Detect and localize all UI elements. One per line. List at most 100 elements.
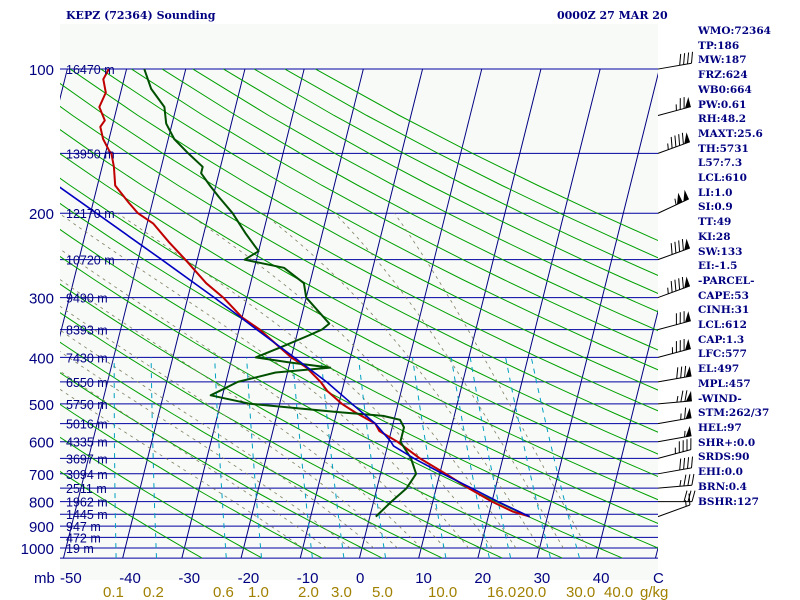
mixing-ratio-label: 16.0 — [487, 584, 516, 600]
wind-barb — [657, 438, 692, 459]
mixing-ratio-label: 40.0 — [604, 584, 633, 600]
isotherm-line — [60, 68, 128, 338]
mixing-ratio-line — [469, 357, 512, 559]
barb-flag — [687, 474, 691, 486]
index-line: SW:133 — [698, 245, 743, 258]
height-label: 12170 m — [66, 207, 115, 221]
barb-flag — [684, 390, 688, 402]
mixing-ratio-line — [450, 357, 490, 559]
wind-barb — [657, 97, 691, 116]
mixing-ratio-line — [113, 357, 117, 559]
wind-barb — [657, 426, 692, 443]
barb-flag — [691, 456, 693, 468]
mixing-ratio-line — [505, 357, 551, 559]
dry-adiabat — [192, 68, 658, 313]
moist-adiabat — [262, 212, 540, 549]
dry-adiabat — [131, 68, 658, 351]
barb-half-flag — [676, 396, 679, 403]
barb-flag — [687, 52, 690, 64]
pressure-tick-label: 600 — [29, 435, 54, 452]
temperature-tick-label: -30 — [178, 570, 200, 587]
isotherm-line — [60, 68, 68, 101]
barb-flag — [684, 365, 687, 378]
barb-pennant — [685, 339, 691, 351]
index-line: SHR+:0.0 — [698, 436, 756, 449]
pressure-tick-label: 800 — [29, 495, 54, 512]
height-label: 13950 m — [66, 147, 115, 161]
barb-shaft — [657, 106, 691, 116]
barb-pennant — [684, 238, 690, 251]
mixing-ratio-line — [246, 357, 262, 559]
temperature-tick-label: -20 — [238, 570, 260, 587]
wind-barb — [657, 456, 693, 475]
barb-flag — [679, 53, 682, 66]
barb-pennant — [685, 97, 691, 109]
dry-adiabat — [60, 105, 658, 433]
index-line: FRZ:624 — [698, 69, 748, 82]
barb-shaft — [657, 449, 691, 459]
wind-barb — [657, 407, 692, 425]
barb-flag — [691, 473, 695, 486]
height-label: 3697 m — [66, 452, 108, 466]
wind-barbs — [657, 51, 696, 518]
barb-half-flag — [679, 480, 682, 487]
barb-flag — [681, 132, 684, 145]
index-line: KI:28 — [698, 230, 731, 243]
pressure-tick-label: 500 — [29, 397, 54, 414]
isotherm-line — [358, 68, 483, 559]
barb-shaft — [657, 400, 692, 405]
barb-flag — [683, 53, 686, 65]
dry-adiabat — [60, 177, 658, 501]
barb-shaft — [657, 375, 692, 383]
wind-barb — [657, 473, 695, 489]
index-line: CAPE:53 — [698, 289, 749, 302]
index-line: CINH:31 — [698, 304, 750, 317]
profile-lines — [60, 68, 531, 518]
pressure-tick-label: 900 — [29, 519, 54, 536]
mixing-ratio-label: 5.0 — [372, 584, 393, 600]
plot-background — [60, 24, 658, 580]
temperature-tick-label: -10 — [297, 570, 319, 587]
isotherm-line — [62, 68, 187, 559]
isotherm-line — [181, 68, 305, 559]
barb-shaft — [657, 484, 692, 489]
wind-barb — [657, 276, 691, 299]
barb-shaft — [657, 467, 692, 475]
barb-half-flag — [667, 143, 669, 150]
isotherm-line — [418, 68, 542, 559]
mixing-ratio-line — [292, 357, 313, 559]
barb-flag — [674, 279, 677, 292]
barb-flag — [683, 474, 687, 486]
temperature-tick-label: 20 — [474, 570, 491, 587]
barb-pennant — [677, 192, 683, 205]
wind-barb — [657, 311, 691, 331]
index-line: LCL:612 — [698, 319, 747, 332]
barb-flag — [678, 278, 681, 290]
index-line: SRDS:90 — [698, 451, 750, 464]
height-label: 5016 m — [66, 418, 108, 432]
mixing-ratio-unit-label: g/kg — [640, 584, 668, 600]
barb-shaft — [657, 198, 690, 214]
station-title: KEPZ (72364) Sounding — [66, 9, 216, 22]
temperature-unit-label: C — [653, 570, 664, 587]
height-label: 10720 m — [66, 254, 115, 268]
barb-flag — [676, 367, 679, 379]
index-line: MAXT:25.6 — [698, 127, 763, 140]
index-line: TT:49 — [698, 216, 732, 229]
index-line: L57:7.3 — [698, 157, 743, 170]
barb-flag — [674, 135, 677, 147]
mixing-ratio-line — [320, 357, 345, 559]
dry-adiabat — [60, 228, 658, 549]
wind-barb — [657, 365, 692, 383]
barb-flag — [691, 51, 693, 64]
dry-adiabat — [69, 68, 658, 391]
moist-adiabat — [334, 212, 564, 549]
dry-adiabat — [60, 312, 503, 559]
dry-adiabat — [60, 202, 658, 525]
barb-flag — [680, 390, 684, 402]
index-line: WMO:72364 — [698, 25, 771, 37]
wind-barb — [657, 390, 692, 405]
pressure-tick-label: 100 — [29, 62, 54, 79]
height-label: 8393 m — [66, 324, 108, 338]
